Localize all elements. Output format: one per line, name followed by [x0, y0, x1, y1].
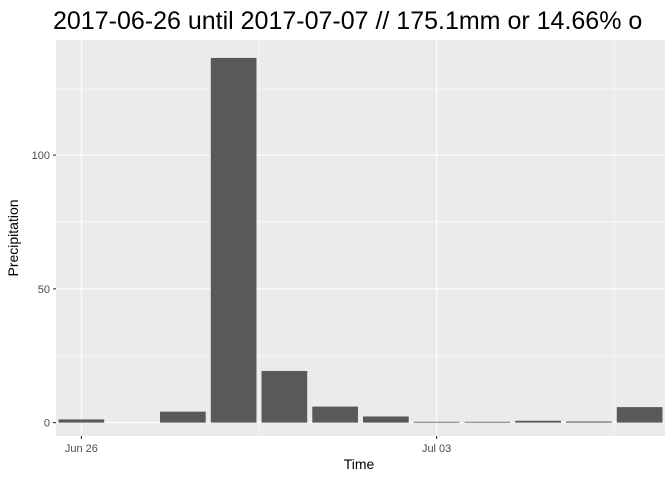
- bar-2017-07-02: [363, 416, 409, 423]
- y-tick-label: 0: [44, 418, 50, 430]
- bar-2017-07-03: [413, 421, 460, 423]
- x-tick-label: Jul 03: [422, 443, 451, 455]
- bar-2017-06-28: [160, 411, 206, 423]
- bar-2017-06-26: [58, 419, 105, 423]
- y-axis: 0 50 100: [32, 150, 56, 430]
- bar-2017-07-05: [515, 420, 561, 423]
- x-tick-label: Jun 26: [65, 443, 98, 455]
- y-axis-label: Precipitation: [5, 199, 21, 276]
- bar-2017-07-04: [464, 421, 511, 423]
- bar-2017-06-30: [261, 370, 308, 423]
- y-tick-label: 50: [38, 284, 50, 296]
- minor-gridlines: [56, 40, 665, 436]
- bars: [58, 57, 663, 423]
- chart-title: 2017-06-26 until 2017-07-07 // 175.1mm o…: [53, 7, 642, 35]
- major-gridlines: [56, 40, 665, 436]
- bar-2017-07-06: [566, 421, 612, 423]
- bar-2017-07-01: [312, 406, 358, 423]
- bar-2017-07-07: [616, 407, 663, 423]
- plot-panel: [56, 40, 665, 436]
- x-axis: Jun 26 Jul 03: [65, 436, 451, 455]
- x-axis-label: Time: [344, 456, 375, 472]
- bar-2017-06-29: [210, 57, 257, 423]
- y-tick-label: 100: [32, 150, 50, 162]
